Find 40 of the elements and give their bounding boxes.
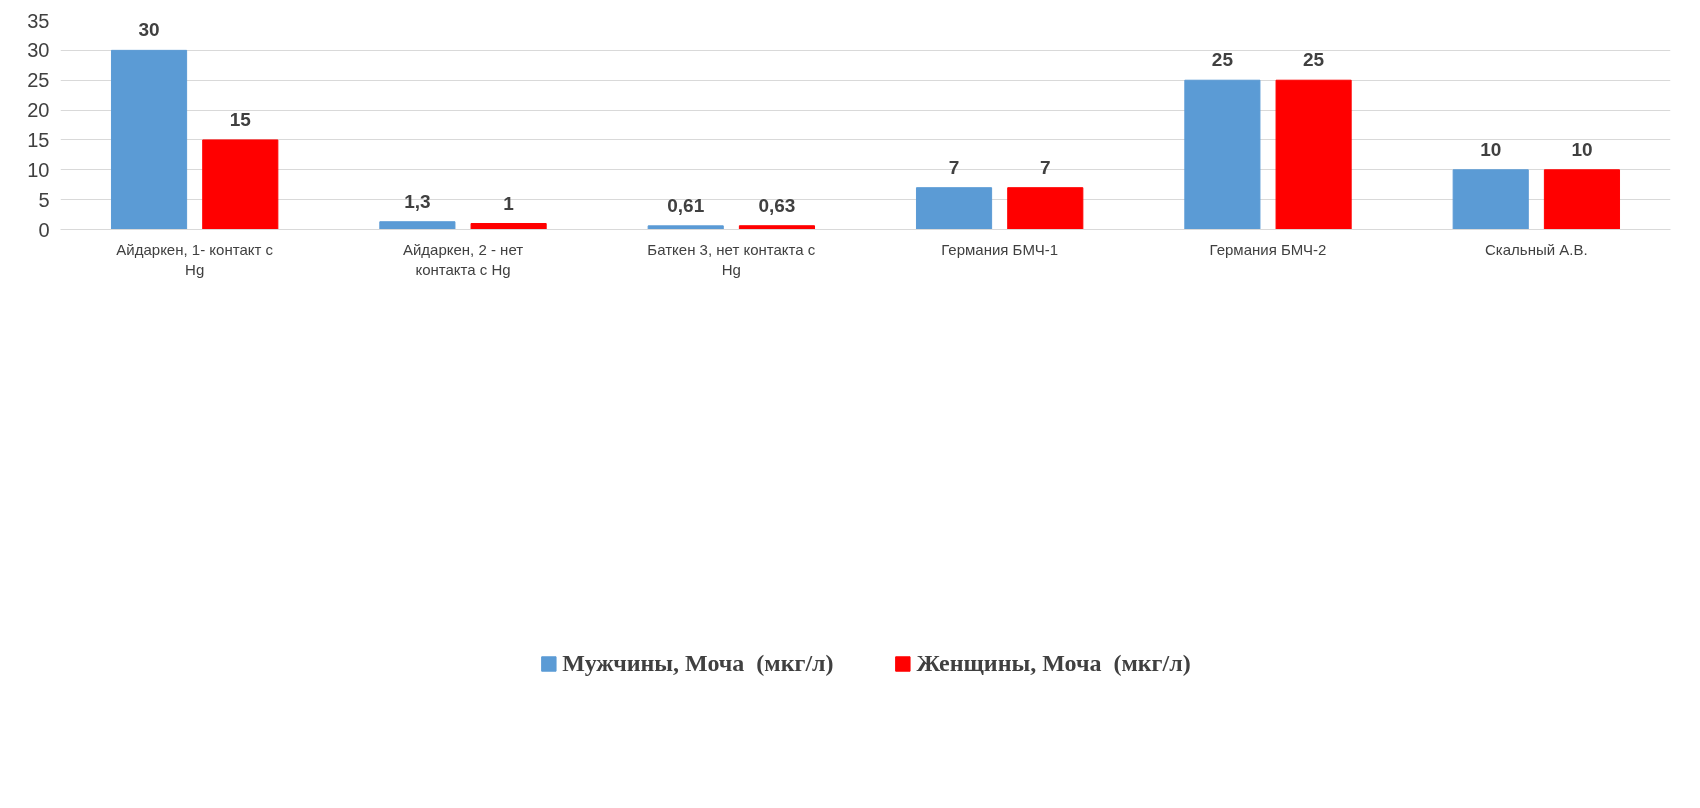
x-tick-label: Германия БМЧ-1 bbox=[941, 240, 1059, 258]
bar bbox=[110, 49, 188, 230]
data-label: 30 bbox=[138, 19, 160, 41]
data-label: 10 bbox=[1480, 138, 1502, 160]
x-tick-label: Германия БМЧ-2 bbox=[1209, 240, 1327, 258]
bar bbox=[1184, 79, 1261, 230]
y-tick-label: 30 bbox=[27, 39, 50, 62]
bar bbox=[202, 139, 279, 230]
bar bbox=[1275, 79, 1352, 230]
y-tick-label: 35 bbox=[27, 9, 50, 32]
y-tick-label: 5 bbox=[38, 188, 50, 211]
bar bbox=[1452, 169, 1529, 230]
legend-label: Мужчины, Моча (мкг/л) bbox=[562, 649, 834, 677]
data-label: 25 bbox=[1211, 49, 1234, 71]
data-label: 25 bbox=[1303, 49, 1325, 71]
data-label: 0,63 bbox=[758, 194, 796, 216]
y-tick-label: 25 bbox=[27, 69, 50, 92]
y-tick-label: 20 bbox=[27, 99, 50, 122]
data-label: 1,3 bbox=[404, 190, 431, 212]
bar bbox=[379, 221, 456, 230]
bar bbox=[915, 187, 993, 230]
bar bbox=[470, 223, 547, 230]
x-tick-label: Айдаркен, 2 - нет контакта с Hg bbox=[402, 240, 524, 278]
bar bbox=[738, 225, 816, 230]
bar bbox=[1543, 169, 1621, 230]
data-label: 7 bbox=[1040, 156, 1051, 178]
data-label: 0,61 bbox=[667, 194, 705, 216]
data-label: 10 bbox=[1571, 138, 1593, 160]
bar bbox=[647, 225, 724, 230]
y-tick-label: 15 bbox=[27, 128, 50, 151]
x-tick-label: Скальный А.В. bbox=[1485, 240, 1588, 258]
bar bbox=[1007, 187, 1084, 230]
x-tick-label: Баткен 3, нет контакта с Hg bbox=[647, 240, 816, 278]
x-tick-label: Айдаркен, 1- контакт с Hg bbox=[116, 240, 274, 278]
data-label: 15 bbox=[229, 108, 252, 130]
legend-label: Женщины, Моча (мкг/л) bbox=[916, 649, 1191, 677]
y-tick-label: 10 bbox=[27, 158, 50, 181]
data-label: 7 bbox=[948, 156, 960, 178]
data-label: 1 bbox=[503, 192, 515, 214]
y-tick-label: 0 bbox=[38, 218, 50, 241]
